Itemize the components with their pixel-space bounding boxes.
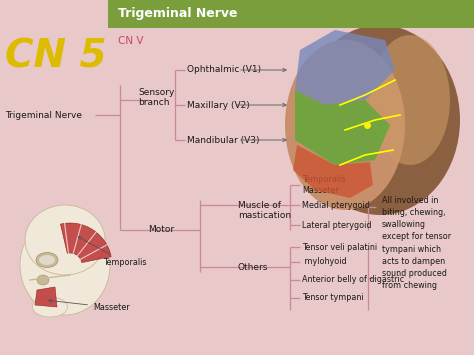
Text: Mandibular (V3): Mandibular (V3) (187, 136, 259, 144)
Polygon shape (35, 287, 57, 307)
Ellipse shape (370, 35, 450, 165)
Text: Motor: Motor (148, 225, 174, 235)
Text: Temporalis
Masseter: Temporalis Masseter (302, 175, 346, 195)
Text: Tensor tympani: Tensor tympani (302, 294, 364, 302)
Text: Masseter: Masseter (49, 299, 129, 312)
Text: Trigeminal Nerve: Trigeminal Nerve (5, 110, 82, 120)
Text: CN V: CN V (118, 36, 144, 46)
Ellipse shape (36, 252, 58, 268)
Text: Temporalis: Temporalis (78, 237, 146, 267)
Text: Ophthalmic (V1): Ophthalmic (V1) (187, 66, 261, 75)
Ellipse shape (300, 25, 460, 215)
Ellipse shape (25, 205, 105, 275)
Text: CN 5: CN 5 (5, 38, 107, 76)
Polygon shape (295, 90, 390, 165)
Polygon shape (293, 145, 373, 198)
Ellipse shape (20, 215, 110, 315)
Ellipse shape (37, 275, 49, 285)
Ellipse shape (285, 40, 405, 210)
Polygon shape (295, 30, 395, 105)
Text: Maxillary (V2): Maxillary (V2) (187, 100, 250, 109)
Text: Lateral pterygoid: Lateral pterygoid (302, 220, 372, 229)
Polygon shape (61, 223, 111, 263)
Text: Sensory
branch: Sensory branch (138, 88, 174, 108)
Text: Others: Others (238, 262, 268, 272)
Text: Muscle of
mastication: Muscle of mastication (238, 201, 291, 220)
Ellipse shape (39, 255, 55, 265)
Bar (108, 0, 474, 28)
Text: mylohyoid: mylohyoid (302, 257, 346, 267)
Text: Trigeminal Nerve: Trigeminal Nerve (118, 7, 237, 21)
Text: Medial pterygoid: Medial pterygoid (302, 201, 370, 209)
Text: Tensor veli palatini: Tensor veli palatini (302, 242, 377, 251)
Ellipse shape (33, 297, 67, 317)
Text: Anterior belly of digastric: Anterior belly of digastric (302, 275, 404, 284)
Text: All involved in
biting, chewing,
swallowing
except for tensor
tympani which
acts: All involved in biting, chewing, swallow… (382, 196, 451, 290)
